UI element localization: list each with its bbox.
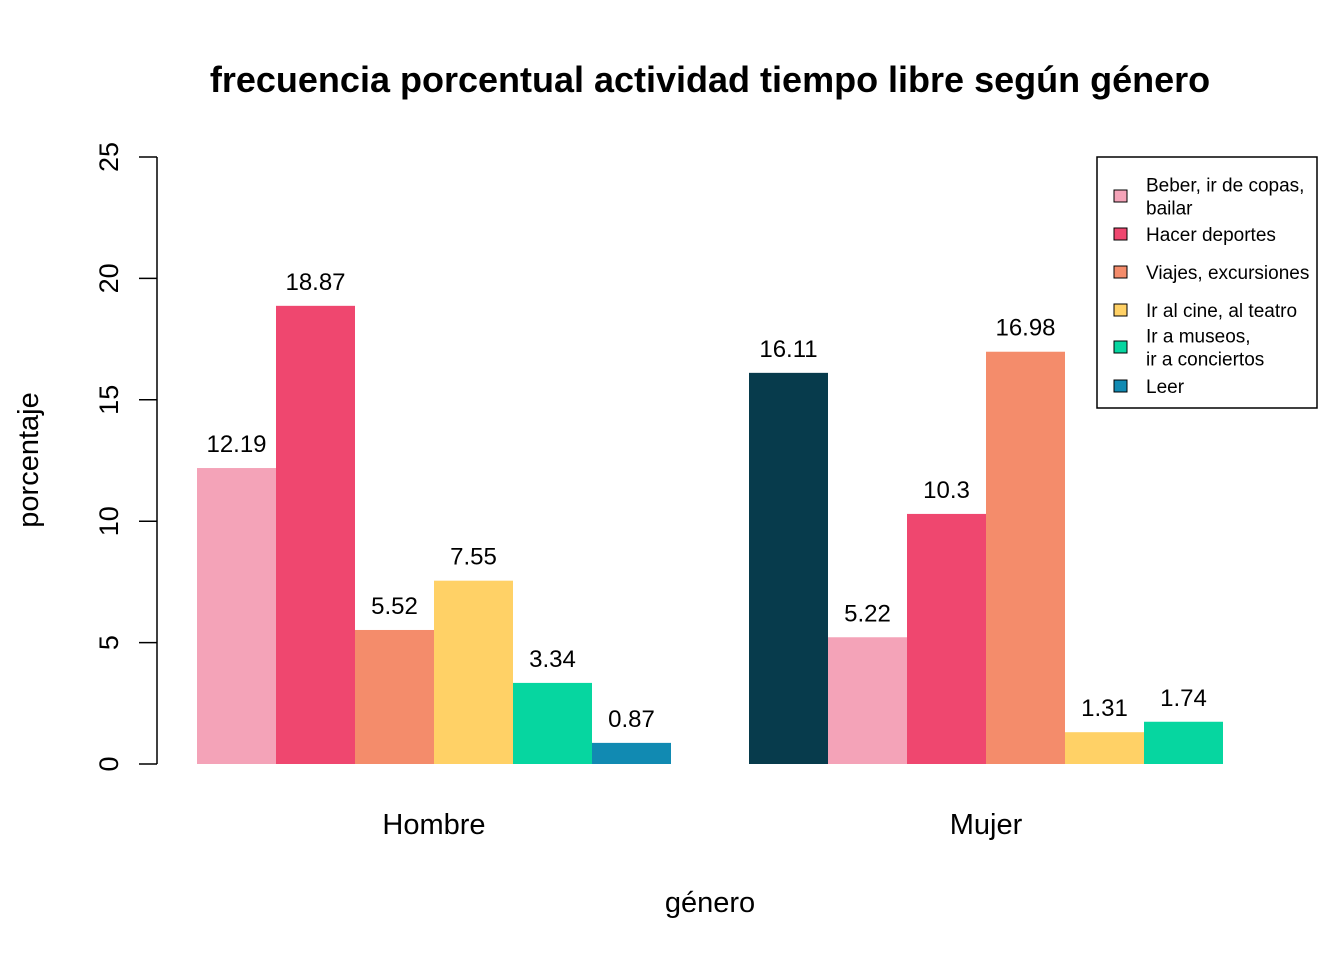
y-axis: 0 5 10 15 20 25: [94, 142, 158, 772]
data-label: 7.55: [450, 544, 497, 571]
data-label: 0.87: [608, 706, 655, 733]
legend-label: Hacer deportes: [1146, 225, 1276, 246]
x-tick-label: Hombre: [382, 809, 485, 841]
x-category-labels: Hombre Mujer: [382, 809, 1022, 841]
bar: [592, 742, 671, 764]
legend-label: Viajes, excursiones: [1146, 263, 1309, 284]
y-axis-title: porcentaje: [13, 392, 45, 527]
legend-label: Ir al cine, al teatro: [1146, 301, 1297, 322]
data-label: 3.34: [529, 646, 576, 673]
bar: [355, 629, 434, 764]
bar: [986, 351, 1065, 764]
data-label: 10.3: [923, 477, 970, 504]
y-tick-label: 5: [94, 635, 124, 650]
legend-box: [1096, 156, 1318, 409]
data-label: 18.87: [285, 269, 345, 296]
x-axis-title: género: [665, 887, 755, 919]
bar: [513, 682, 592, 764]
legend-swatch: [1113, 265, 1128, 279]
legend-swatch: [1113, 340, 1128, 354]
y-tick-label: 0: [94, 756, 124, 771]
bar: [197, 468, 276, 764]
bar: [828, 637, 907, 764]
bar: [1065, 732, 1144, 764]
data-label: 1.74: [1160, 685, 1207, 712]
legend: Beber, ir de copas,bailar Hacer deportes V…: [1096, 156, 1318, 409]
bar: [434, 580, 513, 764]
y-tick-label: 25: [94, 142, 124, 172]
data-label: 5.52: [371, 593, 418, 620]
chart-title: frecuencia porcentual actividad tiempo l…: [210, 59, 1210, 100]
legend-swatch: [1113, 303, 1128, 317]
data-label: 16.11: [759, 336, 817, 363]
data-label: 12.19: [206, 431, 266, 458]
data-label: 1.31: [1081, 695, 1128, 722]
bar: [907, 513, 986, 764]
x-tick-label: Mujer: [950, 809, 1023, 841]
y-tick-label: 20: [94, 263, 124, 293]
legend-label: Leer: [1146, 377, 1185, 398]
legend-swatch: [1113, 189, 1128, 203]
legend-swatch: [1113, 379, 1128, 393]
bar: [276, 305, 355, 764]
bar: [749, 372, 828, 764]
legend-label: Ir a museos,: [1146, 327, 1251, 348]
legend-label: Beber, ir de copas,: [1146, 176, 1304, 197]
data-labels-layer: 12.19 18.87 5.52 7.55 3.34 0.87 16.11 5.22 10.3 1…: [206, 269, 1206, 733]
legend-label: bailar: [1146, 199, 1193, 220]
y-tick-label: 15: [94, 385, 124, 415]
y-tick-label: 10: [94, 506, 124, 536]
data-label: 16.98: [995, 315, 1055, 342]
data-label: 5.22: [844, 600, 891, 627]
bars-layer: [197, 305, 1223, 764]
legend-label: ir a conciertos: [1146, 350, 1264, 371]
legend-swatch: [1113, 227, 1128, 241]
bar: [1144, 721, 1223, 764]
